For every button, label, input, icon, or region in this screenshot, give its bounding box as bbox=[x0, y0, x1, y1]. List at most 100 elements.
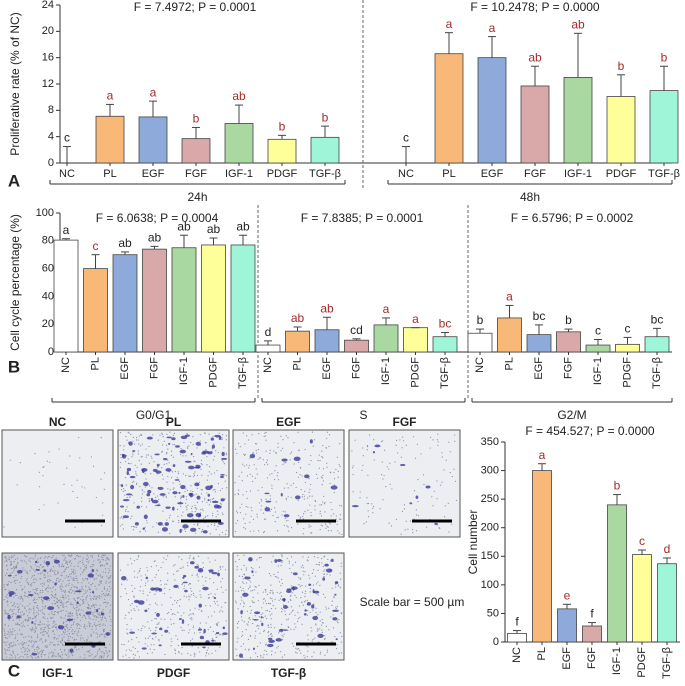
cell-speck bbox=[253, 530, 255, 532]
cell-speck bbox=[281, 560, 284, 562]
cell-speck bbox=[17, 654, 19, 656]
cell-speck bbox=[296, 648, 298, 650]
cell-speck bbox=[108, 568, 110, 570]
cell-speck bbox=[140, 433, 142, 436]
cell-speck bbox=[88, 582, 90, 584]
cell-speck bbox=[82, 571, 84, 574]
cell-speck bbox=[101, 617, 103, 619]
cell-speck bbox=[94, 616, 96, 618]
cell-speck bbox=[81, 587, 83, 589]
cell-speck bbox=[13, 561, 15, 563]
cell-speck bbox=[315, 623, 317, 625]
cell-speck bbox=[318, 467, 320, 469]
stained-cell bbox=[220, 475, 224, 479]
significance-letter: c bbox=[595, 324, 601, 338]
cell-speck bbox=[209, 561, 211, 563]
cell-speck bbox=[20, 614, 22, 616]
cell-speck bbox=[127, 511, 129, 513]
cell-speck bbox=[205, 449, 207, 451]
cell-speck bbox=[312, 569, 315, 571]
stained-cell bbox=[374, 444, 381, 448]
cell-speck bbox=[270, 575, 272, 577]
cell-speck bbox=[265, 650, 268, 653]
cell-speck bbox=[274, 520, 276, 523]
cell-speck bbox=[160, 580, 162, 582]
stained-cell bbox=[306, 602, 311, 606]
cell-speck bbox=[28, 559, 30, 561]
cell-speck bbox=[103, 488, 105, 491]
cell-speck bbox=[11, 610, 13, 612]
cell-speck bbox=[287, 437, 289, 439]
cell-speck bbox=[16, 606, 19, 608]
cell-speck bbox=[106, 603, 108, 605]
cell-speck bbox=[154, 618, 156, 620]
cell-speck bbox=[337, 622, 339, 624]
cell-speck bbox=[158, 638, 160, 641]
cell-speck bbox=[222, 513, 224, 516]
cell-speck bbox=[194, 607, 196, 609]
cell-speck bbox=[256, 443, 258, 445]
cell-speck bbox=[86, 554, 88, 556]
cell-speck bbox=[12, 619, 14, 621]
cell-speck bbox=[13, 580, 16, 582]
cell-speck bbox=[329, 482, 331, 484]
cell-speck bbox=[52, 625, 55, 628]
cell-speck bbox=[82, 557, 84, 559]
cell-speck bbox=[266, 654, 268, 656]
stained-cell bbox=[211, 572, 218, 575]
cell-speck bbox=[324, 569, 326, 571]
cell-speck bbox=[263, 654, 265, 656]
cell-speck bbox=[178, 520, 180, 522]
cell-speck bbox=[177, 473, 180, 475]
cell-speck bbox=[110, 618, 112, 620]
cell-speck bbox=[191, 638, 193, 640]
cell-speck bbox=[100, 437, 102, 439]
cell-speck bbox=[249, 530, 251, 532]
cell-speck bbox=[317, 556, 319, 559]
cell-speck bbox=[133, 657, 135, 659]
cell-speck bbox=[12, 651, 15, 653]
cell-speck bbox=[336, 643, 338, 646]
stained-cell bbox=[31, 621, 34, 624]
stained-cell bbox=[146, 493, 151, 497]
cell-speck bbox=[190, 490, 192, 492]
cell-speck bbox=[295, 626, 297, 628]
cell-speck bbox=[13, 602, 15, 604]
stained-cell bbox=[252, 647, 256, 651]
cell-speck bbox=[322, 480, 324, 482]
significance-letter: b bbox=[614, 479, 621, 493]
cell-speck bbox=[149, 591, 151, 593]
cell-speck bbox=[135, 471, 137, 473]
cell-speck bbox=[315, 612, 317, 614]
stained-cell bbox=[324, 563, 329, 567]
cell-speck bbox=[224, 569, 227, 571]
cell-speck bbox=[14, 644, 16, 646]
cell-speck bbox=[54, 636, 56, 638]
cell-speck bbox=[205, 576, 207, 579]
cell-speck bbox=[77, 622, 79, 625]
cell-speck bbox=[214, 491, 216, 493]
cell-speck bbox=[72, 622, 75, 624]
cell-speck bbox=[204, 516, 206, 518]
cell-speck bbox=[315, 583, 318, 585]
cell-speck bbox=[42, 617, 44, 619]
cell-speck bbox=[161, 604, 163, 606]
cell-speck bbox=[79, 627, 81, 629]
significance-letter: c bbox=[625, 322, 631, 336]
cell-speck bbox=[68, 621, 71, 623]
cell-speck bbox=[62, 604, 64, 606]
cell-speck bbox=[289, 453, 292, 455]
cell-speck bbox=[237, 493, 240, 496]
cell-speck bbox=[307, 560, 309, 562]
cell-speck bbox=[139, 567, 141, 570]
cell-speck bbox=[131, 590, 134, 592]
cell-speck bbox=[73, 618, 76, 620]
y-tick-label: 12 bbox=[42, 78, 54, 90]
cell-speck bbox=[90, 555, 92, 557]
stat-label: F = 6.0638; P = 0.0004 bbox=[96, 211, 219, 225]
cell-speck bbox=[299, 474, 301, 476]
cell-speck bbox=[86, 558, 89, 561]
cell-speck bbox=[119, 484, 121, 486]
stained-cell bbox=[425, 485, 431, 489]
cell-speck bbox=[60, 585, 62, 587]
